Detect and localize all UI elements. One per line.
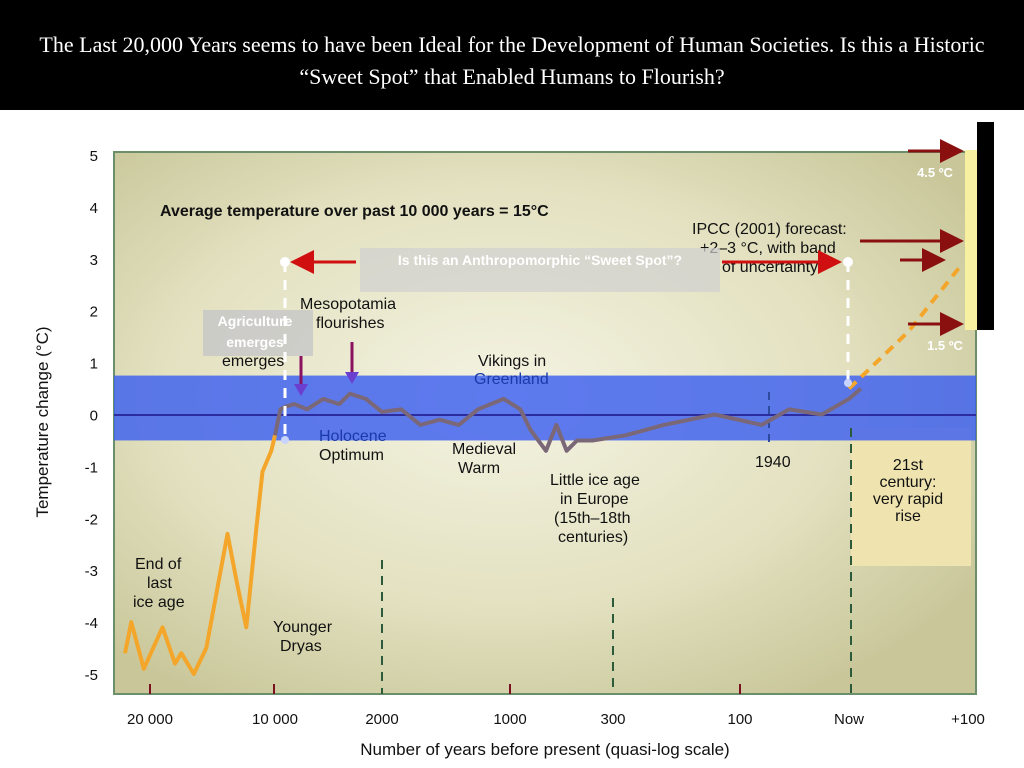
y-tick-label: -4 <box>85 615 98 632</box>
agriculture-arrowhead <box>294 384 308 396</box>
vikings-annotation-2: Greenland <box>474 371 549 388</box>
century-label-3: very rapid <box>873 491 943 508</box>
series-line-forecast <box>847 262 964 391</box>
century-label-1: 21st <box>893 457 924 474</box>
mesopotamia-annotation-2: flourishes <box>316 315 384 332</box>
sweet-spot-right-dot <box>843 257 853 267</box>
younger-dryas-annotation-1: Younger <box>273 619 333 636</box>
avg-temp-annotation: Average temperature over past 10 000 yea… <box>160 203 549 220</box>
scale-bar <box>977 122 994 330</box>
little-ice-annotation-2: in Europe <box>560 491 629 508</box>
y-tick-label: -2 <box>85 511 98 528</box>
holocene-annotation-2: Optimum <box>319 447 384 464</box>
century-label-4: rise <box>895 508 921 525</box>
y-axis-label: Temperature change (°C) <box>33 326 52 517</box>
x-tick-label: 1000 <box>493 711 526 728</box>
mesopotamia-annotation-1: Mesopotamia <box>300 296 396 313</box>
high-forecast-label: 4.5 ºC <box>917 165 953 180</box>
x-tick-label: 2000 <box>365 711 398 728</box>
ipcc-annotation-2: +2–3 °C, with band <box>700 240 836 257</box>
medieval-annotation-1: Medieval <box>452 441 516 458</box>
holocene-start-dot <box>281 436 289 444</box>
year-1940-annotation: 1940 <box>755 454 791 471</box>
x-tick-labels: 20 000 10 000 2000 1000 300 100 Now +100 <box>127 711 985 728</box>
x-tick-label: 10 000 <box>252 711 298 728</box>
y-tick-label: -5 <box>85 667 98 684</box>
little-ice-annotation-4: centuries) <box>558 529 628 546</box>
bottom-ticks <box>149 684 741 694</box>
little-ice-annotation-1: Little ice age <box>550 472 640 489</box>
y-tick-labels: 5 4 3 2 1 0 -1 -2 -3 -4 -5 <box>85 148 98 684</box>
little-ice-annotation-3: (15th–18th <box>554 510 631 527</box>
younger-dryas-annotation-2: Dryas <box>280 638 322 655</box>
temperature-curves <box>123 262 964 676</box>
y-tick-label: -1 <box>85 459 98 476</box>
sweet-spot-callout-box <box>360 248 720 292</box>
medieval-annotation-2: Warm <box>458 460 500 477</box>
x-tick-label: +100 <box>951 711 985 728</box>
now-dot <box>844 379 852 387</box>
mesopotamia-arrowhead <box>345 372 359 384</box>
uncertainty-band <box>965 150 977 330</box>
emerges-original-text: emerges <box>222 353 284 370</box>
x-axis-label: Number of years before present (quasi-lo… <box>360 740 729 759</box>
slide-title: The Last 20,000 Years seems to have been… <box>0 0 1024 110</box>
panel-21st-century <box>851 428 971 566</box>
low-forecast-label: 1.5 ºC <box>927 338 963 353</box>
y-tick-label: 0 <box>90 408 98 425</box>
series-line-ice-age <box>123 434 277 676</box>
y-tick-label: 5 <box>90 148 98 165</box>
ipcc-annotation-1: IPCC (2001) forecast: <box>692 221 847 238</box>
y-tick-label: 3 <box>90 252 98 269</box>
agriculture-callout-box <box>203 310 313 356</box>
y-tick-label: -3 <box>85 563 98 580</box>
x-tick-label: 300 <box>600 711 625 728</box>
y-tick-label: 2 <box>90 304 98 321</box>
temperature-chart: 21st century: very rapid rise 5 4 3 2 1 0 -1 -2… <box>28 122 994 768</box>
series-line-holocene <box>273 387 863 453</box>
end-ice-annotation-3: ice age <box>133 594 185 611</box>
x-tick-label: Now <box>834 711 864 728</box>
sweet-spot-left-dot <box>280 257 290 267</box>
x-tick-label: 20 000 <box>127 711 173 728</box>
holocene-annotation-1: Holocene <box>319 428 387 445</box>
century-label-2: century: <box>880 474 937 491</box>
y-tick-label: 1 <box>90 356 98 373</box>
x-tick-label: 100 <box>727 711 752 728</box>
sweet-spot-callout-text: Is this an Anthropomorphic “Sweet Spot”? <box>397 252 683 268</box>
vikings-annotation-1: Vikings in <box>478 353 546 370</box>
end-ice-annotation-1: End of <box>135 556 182 573</box>
y-tick-label: 4 <box>90 200 98 217</box>
agriculture-callout-line1: Agriculture <box>218 313 293 329</box>
agriculture-callout-line2: emerges <box>226 334 284 350</box>
end-ice-annotation-2: last <box>147 575 172 592</box>
